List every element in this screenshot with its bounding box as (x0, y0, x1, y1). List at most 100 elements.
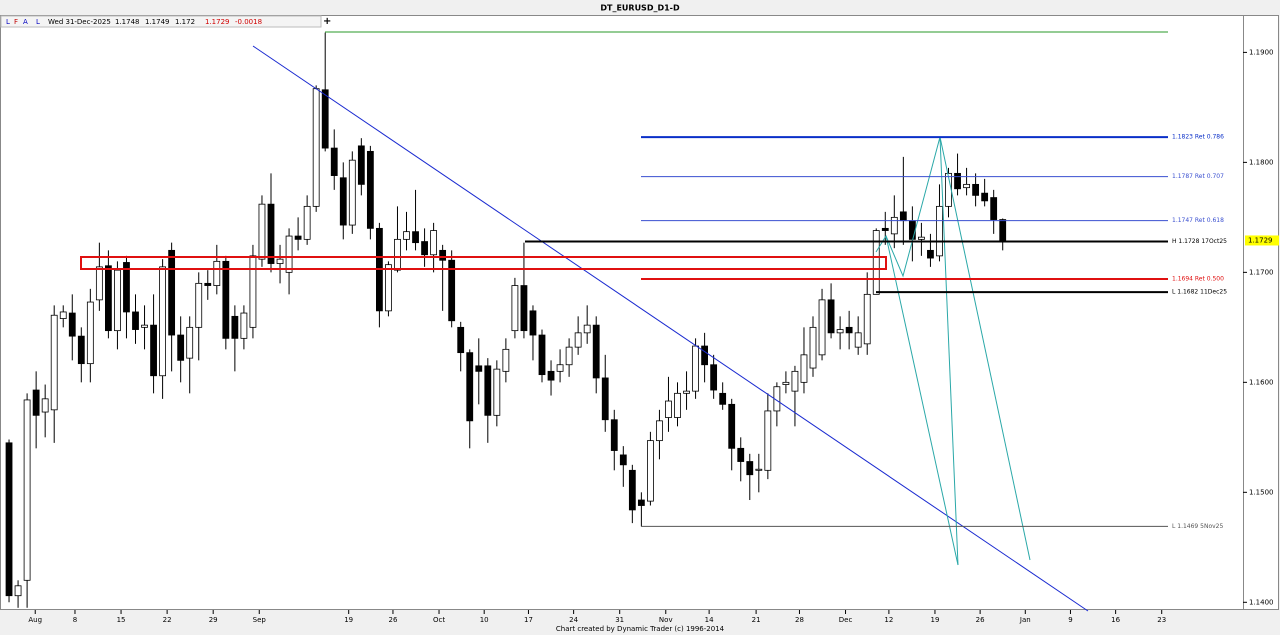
candle-body (430, 230, 438, 256)
candle-body (574, 332, 582, 348)
candle-body (159, 266, 167, 377)
last-price-label: 1.1729 (1248, 236, 1273, 244)
candle-body (150, 324, 157, 377)
level-label: H 1.1728 17Oct25 (1172, 238, 1227, 245)
candle-body (95, 266, 103, 301)
candle-body (502, 348, 510, 372)
candle-body (403, 231, 410, 240)
candle-body (222, 260, 230, 339)
x-tick-label: 28 (795, 616, 804, 624)
candle-body (59, 311, 67, 319)
candle-body (610, 419, 618, 451)
candle-body (692, 345, 699, 392)
x-tick-label: 23 (1157, 616, 1166, 624)
candle-body (854, 332, 862, 348)
candle-body (963, 183, 970, 189)
candle-body (999, 219, 1007, 241)
candle-body (439, 249, 447, 261)
candle-body (448, 259, 456, 322)
button[interactable]: F (14, 18, 18, 26)
candle-body (782, 381, 790, 385)
x-tick-label: Nov (659, 616, 673, 624)
candle-body (601, 377, 609, 421)
x-tick-label: 26 (976, 616, 985, 624)
button[interactable]: L (36, 18, 40, 26)
candle-body (665, 400, 672, 418)
candle-body (538, 334, 546, 376)
candle-body (863, 293, 871, 345)
candle-body (168, 249, 176, 336)
candle-body (177, 334, 185, 361)
candle-body (737, 447, 745, 462)
level-label: L 1.1682 11Dec25 (1172, 289, 1227, 296)
y-tick-label: 1.1900 (1249, 48, 1274, 56)
x-tick-label: 21 (752, 616, 761, 624)
info-close: 1.1729 (205, 18, 230, 26)
candle-body (836, 329, 844, 334)
candle-body (556, 364, 564, 372)
button[interactable]: L (6, 18, 10, 26)
level-label: 1.1823 Ret 0.786 (1172, 134, 1224, 141)
x-tick-label: 12 (884, 616, 893, 624)
candle-body (204, 282, 212, 286)
candle-body (592, 324, 600, 379)
crosshair-icon[interactable]: + (323, 16, 331, 27)
candle-body (339, 177, 347, 226)
level-label: 1.1787 Ret 0.707 (1172, 173, 1224, 180)
x-tick-label: 14 (705, 616, 714, 624)
info-bar (0, 15, 322, 28)
candle-body (981, 192, 989, 202)
candle-body (186, 326, 194, 359)
last-price-box (1245, 235, 1279, 246)
x-tick-label: 17 (524, 616, 533, 624)
candle-body (872, 230, 880, 295)
info-change: -0.0018 (235, 18, 262, 26)
candle-body (818, 299, 826, 356)
candle-body (710, 364, 718, 391)
y-tick-label: 1.1800 (1249, 158, 1274, 166)
candle-body (936, 205, 943, 257)
candle-body (954, 172, 961, 190)
candle-body (14, 585, 22, 597)
candle-body (791, 370, 799, 392)
candle-body (348, 159, 356, 226)
x-tick-label: 10 (480, 616, 489, 624)
candle-body (385, 264, 392, 312)
candle-body (511, 285, 519, 332)
candle-body (123, 262, 130, 313)
candle-body (647, 440, 654, 502)
candle-body (105, 265, 112, 332)
candle-body (276, 258, 284, 264)
candle-body (330, 147, 338, 176)
candle-body (565, 346, 573, 366)
candle-body (972, 183, 980, 196)
candle-body (628, 469, 636, 511)
footer: Chart created by Dynamic Trader (c) 1996… (556, 625, 725, 633)
button[interactable]: A (23, 18, 28, 26)
candle-body (23, 399, 31, 581)
candle-body (918, 236, 925, 240)
candle-body (899, 211, 907, 222)
x-tick-label: 29 (209, 616, 218, 624)
candle-body (141, 324, 148, 328)
candle-body (32, 389, 40, 416)
marks (5, 32, 1007, 608)
candle-body (637, 499, 645, 506)
candle-body (619, 454, 627, 466)
zone-box (80, 256, 887, 270)
x-tick-label: Sep (253, 616, 267, 624)
candle-body (583, 324, 591, 334)
x-tick-label: 24 (569, 616, 578, 624)
pattern-line (885, 235, 959, 566)
x-tick-label: 9 (1068, 616, 1072, 624)
info-high: 1.1749 (145, 18, 170, 26)
candle-body (366, 150, 374, 229)
candle-body (132, 311, 139, 330)
candle-body (412, 231, 419, 244)
candle-body (908, 220, 916, 240)
candle-body (674, 392, 681, 418)
candle-body (547, 370, 555, 381)
candle-body (5, 442, 13, 597)
y-tick-label: 1.1600 (1249, 378, 1274, 386)
